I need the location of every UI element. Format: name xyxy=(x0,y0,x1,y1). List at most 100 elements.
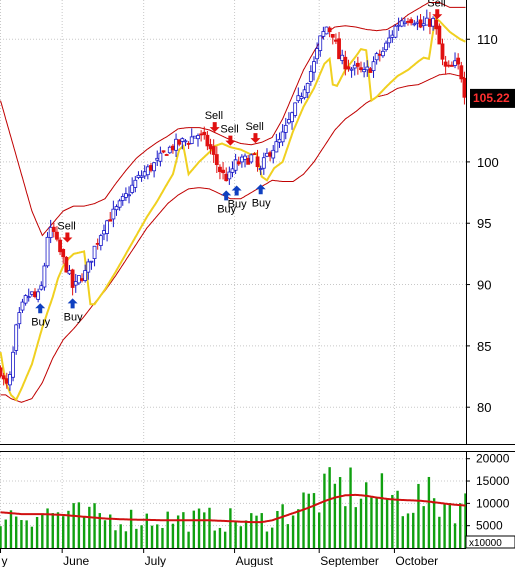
buy-arrow-icon xyxy=(67,298,78,309)
candle-body xyxy=(368,68,373,73)
candle-body xyxy=(39,285,44,290)
candle-body xyxy=(246,157,251,165)
candle-body xyxy=(120,195,125,201)
volume-bar xyxy=(406,513,410,548)
volume-bar xyxy=(208,507,211,548)
buy-signal-label: Buy xyxy=(217,203,236,215)
candle-body xyxy=(117,200,122,208)
volume-bar xyxy=(20,520,23,548)
volume-bar xyxy=(239,526,243,548)
volume-bar xyxy=(119,524,122,548)
candle-body xyxy=(73,281,78,286)
volume-bar xyxy=(103,520,107,548)
candle-body xyxy=(145,166,150,176)
volume-bar xyxy=(129,509,133,548)
candle-body xyxy=(271,149,276,159)
candle-body xyxy=(312,61,316,73)
volume-bar xyxy=(109,514,112,548)
price-tick-label: 100 xyxy=(477,155,499,170)
volume-bar xyxy=(140,525,143,548)
candle-body xyxy=(456,57,461,65)
volume-bar xyxy=(265,531,269,548)
candle-body xyxy=(80,278,84,281)
volume-bar xyxy=(354,507,357,548)
volume-bar xyxy=(213,530,216,548)
volume-bar xyxy=(401,516,404,548)
volume-bar xyxy=(323,473,326,548)
candle-body xyxy=(95,242,100,245)
volume-bar xyxy=(244,520,248,548)
candle-body xyxy=(381,50,385,57)
candle-body xyxy=(58,239,62,253)
candle-body xyxy=(83,270,88,281)
candle-body xyxy=(406,20,410,23)
candle-body xyxy=(290,112,294,123)
candle-body xyxy=(355,62,360,67)
candle-body xyxy=(177,139,182,145)
candle-body xyxy=(205,134,210,147)
candle-body xyxy=(14,324,19,351)
candle-body xyxy=(308,71,313,82)
volume-bar xyxy=(156,524,159,548)
volume-tick-label: 20000 xyxy=(476,452,510,466)
candle-body xyxy=(449,64,454,67)
volume-bar xyxy=(171,523,175,548)
volume-bar xyxy=(150,525,154,548)
volume-bar xyxy=(459,503,462,548)
volume-bar xyxy=(281,504,284,548)
candle-body xyxy=(45,236,50,267)
candle-body xyxy=(255,156,260,168)
volume-bar xyxy=(88,506,91,548)
candle-body xyxy=(149,165,153,171)
candle-body xyxy=(252,153,257,156)
candle-body xyxy=(421,23,426,27)
candle-body xyxy=(258,168,263,170)
price-tick-label: 110 xyxy=(477,32,498,47)
volume-bar xyxy=(276,510,279,548)
candle-body xyxy=(334,39,338,42)
volume-bar xyxy=(312,493,316,548)
candle-body xyxy=(158,152,163,162)
candle-body xyxy=(437,25,442,45)
candle-body xyxy=(434,19,439,30)
candle-body xyxy=(283,124,288,133)
volume-bar xyxy=(370,497,373,548)
sell-arrow-icon xyxy=(62,232,73,243)
volume-bar xyxy=(417,483,420,548)
sell-arrow-icon xyxy=(225,135,236,146)
candle-body xyxy=(64,256,69,273)
candle-body xyxy=(409,19,414,24)
candle-body xyxy=(0,367,3,377)
volume-tick-label: 15000 xyxy=(476,474,510,488)
candle-body xyxy=(280,131,285,143)
candle-body xyxy=(76,275,81,284)
volume-bar xyxy=(218,527,222,548)
candle-body xyxy=(139,175,144,178)
candle-body xyxy=(33,291,37,298)
candle-body xyxy=(4,378,9,384)
volume-bar xyxy=(62,516,65,548)
volume-bar xyxy=(375,497,378,548)
volume-bar xyxy=(291,515,295,548)
candle-body xyxy=(299,96,304,99)
candle-body xyxy=(352,64,357,69)
volume-bar xyxy=(448,503,452,548)
volume-bar xyxy=(338,477,342,548)
candle-body xyxy=(453,60,457,66)
volume-bar xyxy=(197,508,201,548)
volume-bar xyxy=(77,502,81,548)
candle-body xyxy=(189,136,194,144)
candle-body xyxy=(337,38,341,60)
candle-body xyxy=(362,69,367,73)
candle-body xyxy=(20,301,25,311)
volume-bar xyxy=(46,508,49,548)
candle-body xyxy=(431,17,435,27)
volume-bar xyxy=(124,531,128,548)
candle-body xyxy=(196,135,200,140)
volume-bar xyxy=(307,493,310,548)
volume-bar xyxy=(333,483,337,548)
sell-signal-label: Sell xyxy=(220,124,238,136)
volume-bar xyxy=(176,515,180,548)
last-price-label: 105.22 xyxy=(470,88,515,108)
